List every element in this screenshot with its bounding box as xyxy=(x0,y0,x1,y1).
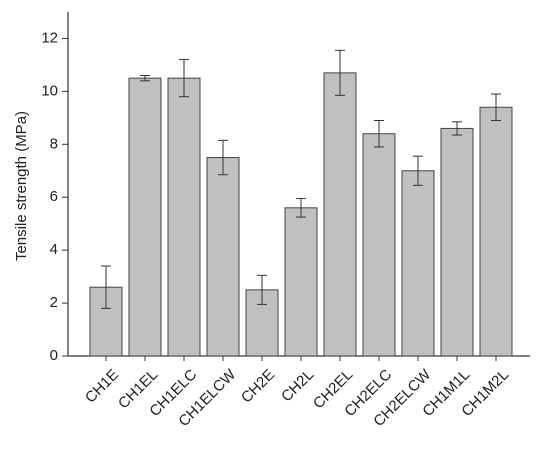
y-tick-label: 12 xyxy=(41,29,58,46)
error-bar xyxy=(257,274,267,305)
y-tick-label: 0 xyxy=(50,347,58,364)
bar xyxy=(206,157,240,357)
y-tick-label: 2 xyxy=(50,294,58,311)
error-bar xyxy=(296,198,306,218)
bar xyxy=(323,72,357,357)
y-tick-label: 8 xyxy=(50,135,58,152)
bar xyxy=(128,77,162,357)
bar xyxy=(362,133,396,357)
bar xyxy=(167,77,201,357)
y-tick-label: 4 xyxy=(50,241,58,258)
error-bar xyxy=(218,139,228,176)
y-axis-label: Tensile strength (MPa) xyxy=(13,111,30,261)
bar xyxy=(284,207,318,357)
error-bar xyxy=(140,75,150,82)
error-bar xyxy=(452,121,462,136)
error-bar xyxy=(179,59,189,98)
bar xyxy=(479,106,513,357)
error-bar xyxy=(491,93,501,121)
error-bar xyxy=(413,155,423,186)
bar xyxy=(401,170,435,357)
bar xyxy=(440,127,474,357)
error-bar xyxy=(374,119,384,148)
error-bar xyxy=(335,49,345,96)
error-bar xyxy=(101,265,111,309)
y-tick-label: 6 xyxy=(50,188,58,205)
y-tick-label: 10 xyxy=(41,82,58,99)
x-tick-label: CH2E xyxy=(238,366,278,406)
